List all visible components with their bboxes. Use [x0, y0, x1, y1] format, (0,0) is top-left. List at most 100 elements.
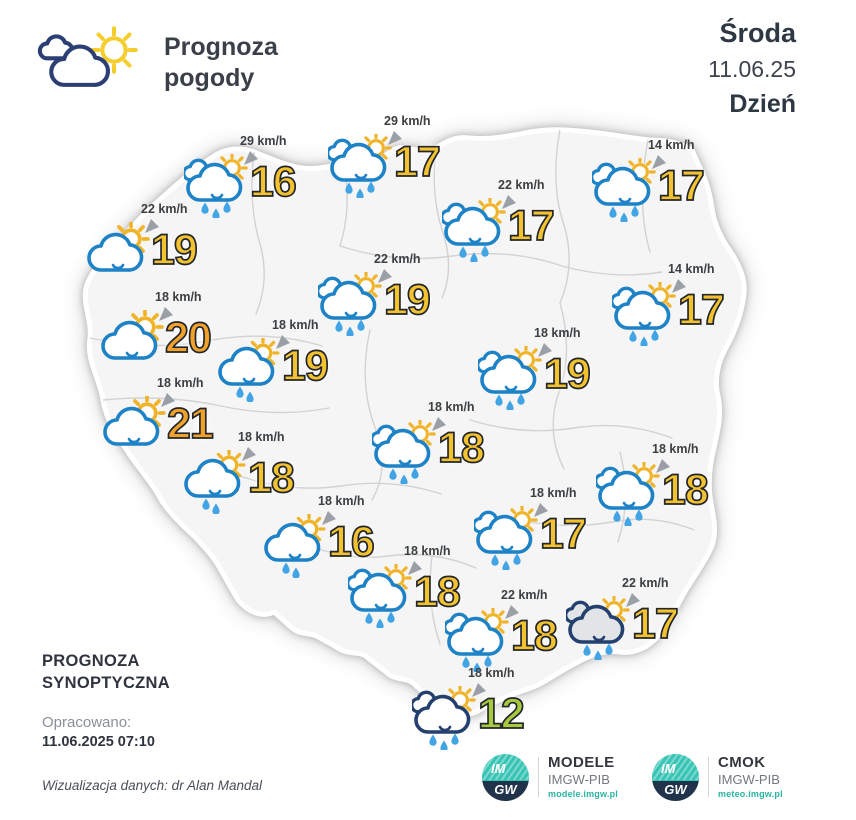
wind-direction-arrow [534, 503, 548, 517]
sun-cloud-logo-icon [34, 24, 154, 102]
wind-direction-arrow [322, 511, 336, 525]
temperature-value: 19 [543, 349, 592, 399]
weather-station: 29 km/h 17 [328, 114, 478, 226]
weather-station: 18 km/h 18 [596, 442, 746, 554]
weather-icon [566, 596, 634, 660]
wind-direction-arrow [472, 683, 486, 697]
app-brand: Prognoza pogody [34, 24, 278, 102]
wind-speed-label: 22 km/h [498, 178, 545, 192]
wind-direction-arrow [244, 151, 258, 165]
page-title: Prognoza pogody [164, 33, 278, 92]
temperature-value: 17 [539, 509, 588, 559]
weather-station: 18 km/h 19 [478, 326, 628, 438]
weather-station: 22 km/h 17 [566, 576, 716, 688]
wind-direction-arrow [652, 155, 666, 169]
wind-direction-arrow [432, 417, 446, 431]
wind-direction-arrow [672, 279, 686, 293]
wind-speed-label: 29 km/h [240, 134, 287, 148]
day-name: Środa [719, 18, 796, 48]
temperature-value: 12 [477, 689, 526, 739]
weather-icon [85, 222, 153, 286]
forecast-type-title: PROGNOZA SYNOPTYCZNA [42, 652, 170, 692]
weather-station: 18 km/h 17 [474, 486, 624, 598]
wind-direction-arrow [276, 335, 290, 349]
wind-direction-arrow [161, 393, 175, 407]
weather-icon [328, 134, 396, 198]
temperature-value: 17 [507, 201, 556, 251]
wind-speed-label: 18 km/h [404, 544, 451, 558]
temperature-value: 18 [413, 567, 462, 617]
weather-station: 18 km/h 12 [412, 666, 562, 778]
wind-direction-arrow [242, 447, 256, 461]
wind-direction-arrow [378, 269, 392, 283]
temperature-value: 19 [281, 341, 330, 391]
imgw-circle-icon: IM GW [652, 753, 699, 801]
wind-speed-label: 14 km/h [648, 138, 695, 152]
wind-speed-label: 29 km/h [384, 114, 431, 128]
wind-speed-label: 22 km/h [622, 576, 669, 590]
modele-imgw-logo: IM GW MODELE IMGW-PIB modele.imgw.pl [482, 752, 618, 802]
visualization-credit: Wizualizacja danych: dr Alan Mandal [42, 778, 262, 793]
weather-station: 22 km/h 19 [85, 202, 235, 314]
divider [538, 757, 539, 797]
logo-org: IMGW-PIB [718, 772, 780, 787]
divider [708, 757, 709, 797]
logo-org: IMGW-PIB [548, 772, 610, 787]
weather-icon [182, 450, 250, 514]
weather-icon [445, 608, 513, 672]
temperature-value: 17 [393, 137, 442, 187]
weather-icon [348, 564, 416, 628]
wind-speed-label: 18 km/h [468, 666, 515, 680]
weather-station: 18 km/h 18 [182, 430, 332, 542]
cmok-imgw-logo: IM GW CMOK IMGW-PIB meteo.imgw.pl [652, 752, 783, 802]
wind-speed-label: 22 km/h [374, 252, 421, 266]
weather-station: 22 km/h 18 [445, 588, 595, 700]
wind-direction-arrow [159, 307, 173, 321]
wind-speed-label: 22 km/h [501, 588, 548, 602]
weather-station: 14 km/h 17 [592, 138, 742, 250]
temperature-value: 16 [327, 517, 376, 567]
wind-direction-arrow [505, 605, 519, 619]
logo-url: meteo.imgw.pl [718, 789, 783, 799]
weather-station: 18 km/h 19 [216, 318, 366, 430]
temperature-value: 21 [166, 399, 215, 449]
temperature-value: 18 [437, 423, 486, 473]
wind-direction-arrow [656, 459, 670, 473]
forecast-date-block: Środa 11.06.25 Dzień [708, 18, 796, 119]
wind-direction-arrow [626, 593, 640, 607]
temperature-value: 18 [247, 453, 296, 503]
imgw-circle-icon: IM GW [482, 753, 529, 801]
weather-icon [262, 514, 330, 578]
prepared-timestamp: 11.06.2025 07:10 [42, 734, 155, 750]
wind-speed-label: 18 km/h [652, 442, 699, 456]
wind-speed-label: 18 km/h [238, 430, 285, 444]
weather-station: 18 km/h 18 [348, 544, 498, 656]
forecast-date: 11.06.25 [708, 56, 796, 82]
weather-station: 18 km/h 16 [262, 494, 412, 606]
temperature-value: 18 [510, 611, 559, 661]
prepared-label: Opracowano: [42, 714, 132, 731]
footer-info: PROGNOZA SYNOPTYCZNA Opracowano: 11.06.2… [42, 650, 262, 793]
temperature-value: 19 [383, 275, 432, 325]
wind-speed-label: 18 km/h [157, 376, 204, 390]
wind-speed-label: 18 km/h [428, 400, 475, 414]
wind-speed-label: 18 km/h [318, 494, 365, 508]
logo-name: MODELE [548, 754, 615, 771]
wind-direction-arrow [388, 131, 402, 145]
weather-icon [412, 686, 480, 750]
temperature-value: 17 [631, 599, 680, 649]
temperature-value: 18 [661, 465, 710, 515]
weather-station: 29 km/h 16 [184, 134, 334, 246]
temperature-value: 17 [657, 161, 706, 211]
wind-speed-label: 18 km/h [534, 326, 581, 340]
weather-station: 22 km/h 17 [442, 178, 592, 290]
weather-station: 14 km/h 17 [612, 262, 762, 374]
weather-station: 18 km/h 20 [99, 290, 249, 402]
weather-icon [101, 396, 169, 460]
wind-direction-arrow [408, 561, 422, 575]
temperature-value: 19 [150, 225, 199, 275]
wind-speed-label: 18 km/h [272, 318, 319, 332]
wind-direction-arrow [538, 343, 552, 357]
wind-speed-label: 18 km/h [155, 290, 202, 304]
